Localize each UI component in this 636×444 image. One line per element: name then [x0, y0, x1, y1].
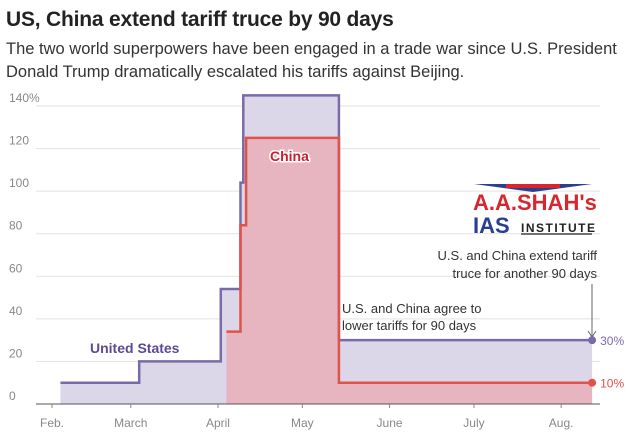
label-united-states: United States	[90, 340, 180, 356]
y-tick-label: 80	[9, 219, 23, 233]
logo: A.A.SHAH's IAS INSTITUTE	[473, 184, 597, 238]
y-axis-ticks: 0 20 40 60 80 100 120 140%	[9, 91, 40, 403]
y-tick-label: 100	[9, 176, 29, 190]
end-point-united-states	[588, 336, 597, 345]
y-tick-label: 140%	[9, 91, 40, 105]
y-tick-label: 20	[9, 346, 23, 360]
chart-title: US, China extend tariff truce by 90 days	[6, 8, 394, 31]
x-tick-label: March	[114, 416, 147, 430]
series-lines	[60, 94, 593, 384]
series-line-china	[226, 136, 593, 384]
logo-line2b: INSTITUTE	[521, 221, 597, 235]
x-axis-ticks: Feb. March April May June July Aug.	[36, 403, 600, 430]
logo-line1: A.A.SHAH's	[473, 190, 597, 215]
x-tick-label: Feb.	[40, 416, 64, 430]
x-tick-label: May	[291, 416, 314, 430]
label-china: China	[270, 148, 309, 164]
x-tick-label: April	[206, 416, 230, 430]
y-tick-label: 0	[9, 389, 16, 403]
y-tick-label: 120	[9, 134, 29, 148]
area-fills	[60, 95, 593, 404]
x-tick-label: Aug.	[549, 416, 574, 430]
area-fill-china	[226, 137, 593, 404]
end-markers: 30% 10%	[588, 334, 624, 391]
annotation-agree-line1: U.S. and China agree to	[342, 301, 481, 316]
chart-subtitle: The two world superpowers have been enga…	[6, 40, 617, 81]
y-tick-label: 60	[9, 261, 23, 275]
y-tick-label: 40	[9, 304, 23, 318]
end-point-china	[588, 378, 597, 387]
end-label-united-states: 30%	[600, 334, 624, 348]
annotation-extend-line1: U.S. and China extend tariff	[438, 248, 598, 263]
end-label-china: 10%	[600, 377, 624, 391]
logo-line2a: IAS	[473, 213, 510, 238]
x-tick-label: July	[463, 416, 484, 430]
annotation-extend-line2: truce for another 90 days	[452, 266, 597, 281]
annotation-agree-line2: lower tariffs for 90 days	[342, 318, 477, 333]
x-tick-label: June	[377, 416, 403, 430]
